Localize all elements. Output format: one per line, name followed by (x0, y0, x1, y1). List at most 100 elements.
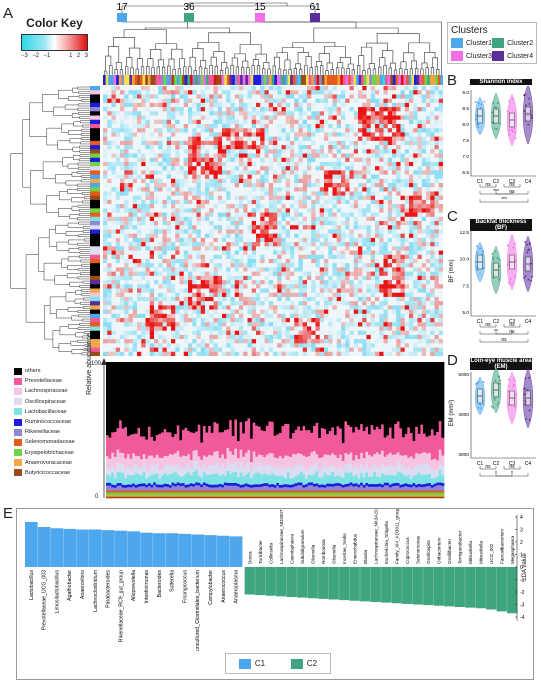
heatmap-cell (213, 86, 218, 91)
heatmap-cell (302, 330, 308, 336)
heatmap-cell (404, 258, 410, 264)
heatmap-cell (281, 132, 286, 137)
sample-color-cell (153, 75, 157, 85)
heatmap-cell (421, 132, 427, 137)
heatmap-cell (417, 153, 422, 158)
heatmap-cell (230, 254, 235, 260)
heatmap-cell (387, 296, 393, 302)
heatmap-cell (175, 119, 180, 125)
heatmap-cell (319, 94, 325, 99)
heatmap-cell (315, 145, 320, 150)
heatmap-cell (336, 208, 342, 213)
heatmap-cell (434, 199, 439, 205)
heatmap-cell (285, 246, 291, 251)
cluster-legend-label: Cluster3 (466, 52, 493, 60)
heatmap-cell (404, 191, 410, 196)
heatmap-cell (311, 225, 316, 230)
heatmap-cell (307, 153, 312, 158)
heatmap-cell (149, 246, 155, 251)
heatmap-cell (111, 267, 116, 272)
heatmap-cell (247, 334, 252, 340)
heatmap-cell (379, 225, 384, 230)
heatmap-cell (387, 195, 393, 201)
heatmap-cell (166, 280, 172, 285)
heatmap-cell (290, 229, 295, 234)
heatmap-cell (362, 233, 367, 239)
heatmap-cell (438, 284, 443, 289)
heatmap-cell (307, 229, 312, 234)
heatmap-cell (149, 98, 155, 104)
heatmap-cell (222, 86, 227, 91)
heatmap-cell (417, 280, 422, 285)
heatmap-cell (103, 284, 108, 289)
heatmap-cell (375, 246, 380, 251)
heatmap-cell (277, 221, 282, 226)
heatmap-cell (243, 166, 248, 171)
heatmap-cell (205, 94, 210, 99)
heatmap-cell (298, 288, 303, 293)
heatmap-cell (234, 178, 240, 184)
heatmap-cell (375, 111, 380, 116)
heatmap-cell (396, 309, 401, 315)
heatmap-cell (366, 301, 371, 306)
heatmap-cell (217, 280, 223, 285)
heatmap-cell (200, 153, 206, 158)
heatmap-cell (285, 254, 291, 260)
heatmap-cell (319, 296, 325, 302)
heatmap-cell (107, 263, 112, 268)
heatmap-cell (149, 149, 155, 154)
heatmap-cell (234, 284, 240, 289)
heatmap-cell (421, 318, 427, 323)
row-color-cell (90, 309, 100, 315)
heatmap-cell (243, 140, 248, 146)
heatmap-cell (392, 208, 397, 213)
heatmap-cell (213, 301, 218, 306)
heatmap-cell (154, 275, 159, 281)
heatmap-cell (132, 111, 138, 116)
heatmap-cell (345, 263, 350, 268)
heatmap-cell (430, 149, 435, 154)
sample-color-cell (295, 75, 299, 85)
heatmap-cell (154, 254, 159, 260)
heatmap-cell (256, 136, 261, 142)
heatmap-cell (179, 166, 184, 171)
heatmap-cell (375, 161, 380, 167)
heatmap-cell (132, 254, 138, 260)
heatmap-cell (200, 263, 206, 268)
heatmap-cell (324, 292, 329, 298)
heatmap-cell (205, 195, 210, 201)
heatmap-cell (120, 284, 125, 289)
heatmap-cell (213, 178, 218, 184)
heatmap-cell (264, 267, 269, 272)
heatmap-cell (243, 305, 248, 310)
heatmap-cell (166, 275, 172, 281)
heatmap-cell (290, 246, 295, 251)
heatmap-cell (188, 221, 193, 226)
heatmap-cell (315, 216, 320, 222)
heatmap-cell (294, 296, 299, 302)
heatmap-cell (179, 237, 184, 243)
heatmap-cell (183, 187, 189, 192)
heatmap-cell (353, 318, 359, 323)
heatmap-cell (375, 254, 380, 260)
heatmap-cell (375, 119, 380, 125)
heatmap-cell (315, 208, 320, 213)
heatmap-cell (196, 296, 201, 302)
heatmap-cell (349, 258, 354, 264)
heatmap-cell (387, 153, 393, 158)
heatmap-cell (345, 305, 350, 310)
heatmap-cell (205, 288, 210, 293)
heatmap-cell (277, 225, 282, 230)
heatmap-cell (345, 178, 350, 184)
heatmap-cell (417, 98, 422, 104)
heatmap-cell (251, 111, 257, 116)
heatmap-cell (137, 98, 142, 104)
sample-color-cell (395, 75, 399, 85)
sample-color-cell (124, 75, 128, 85)
heatmap-cell (145, 204, 150, 209)
heatmap-cell (115, 107, 121, 112)
heatmap-cell (273, 178, 278, 184)
sample-color-cell (350, 75, 354, 85)
heatmap-cell (111, 98, 116, 104)
heatmap-cell (132, 263, 138, 268)
